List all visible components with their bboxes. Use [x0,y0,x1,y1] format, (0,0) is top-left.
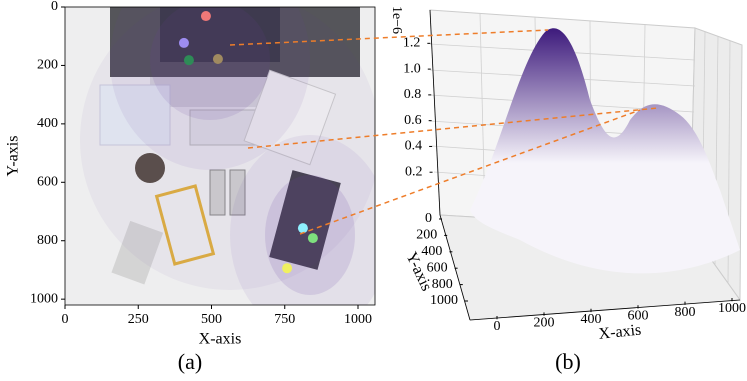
point [200,11,211,22]
x-tick-label: 0 [62,312,69,327]
z-tick-label: 0.8 [404,87,422,102]
x-tick-label: 200 [534,316,555,331]
y-tick-label: 800 [432,277,453,292]
x-tick-label: 0 [494,319,501,334]
x-tick-label: 750 [274,312,295,327]
z-tick-label: 0.4 [405,139,423,154]
y-axis-label: Y-axis [5,136,22,177]
y-tick-label: 0 [425,211,432,226]
y-tick-label: 600 [427,260,448,275]
surface [470,28,740,274]
z-tick-label: 0.6 [404,113,422,128]
y-tick-label: 400 [37,116,58,131]
offset-label: 1e−6 [389,6,404,34]
y-tick-label: 1000 [30,291,58,306]
x-axis-label: X-axis [199,331,242,348]
point [212,54,223,65]
connectors [229,29,659,235]
point [178,37,189,48]
panel-label: (a) [178,349,202,374]
x-tick-label: 250 [128,312,149,327]
z-tick-label: 0.2 [405,164,423,179]
z-tick-label: 1.2 [403,36,421,51]
x-tick-label: 1000 [718,301,746,316]
x-tick-label: 400 [581,312,602,327]
point [282,263,293,274]
x-tick-label: 800 [675,305,696,320]
y-tick-label: 200 [37,58,58,73]
x-tick-label: 500 [201,312,222,327]
y-tick-label: 800 [37,233,58,248]
x-axis-label: X-axis [598,321,642,342]
photo [65,7,375,305]
point [183,55,194,66]
panel-label: (b) [555,349,581,374]
point [297,223,308,234]
point [307,233,318,244]
x-tick-label: 1000 [344,312,372,327]
y-tick-label: 400 [421,244,442,259]
y-tick-label: 0 [51,0,58,14]
x-tick-label: 600 [628,308,649,323]
z-tick-label: 1.0 [403,61,421,76]
y-tick-label: 1000 [430,293,458,308]
axes-frame [64,6,376,306]
y-tick-label: 200 [416,228,437,243]
y-tick-label: 600 [37,175,58,190]
